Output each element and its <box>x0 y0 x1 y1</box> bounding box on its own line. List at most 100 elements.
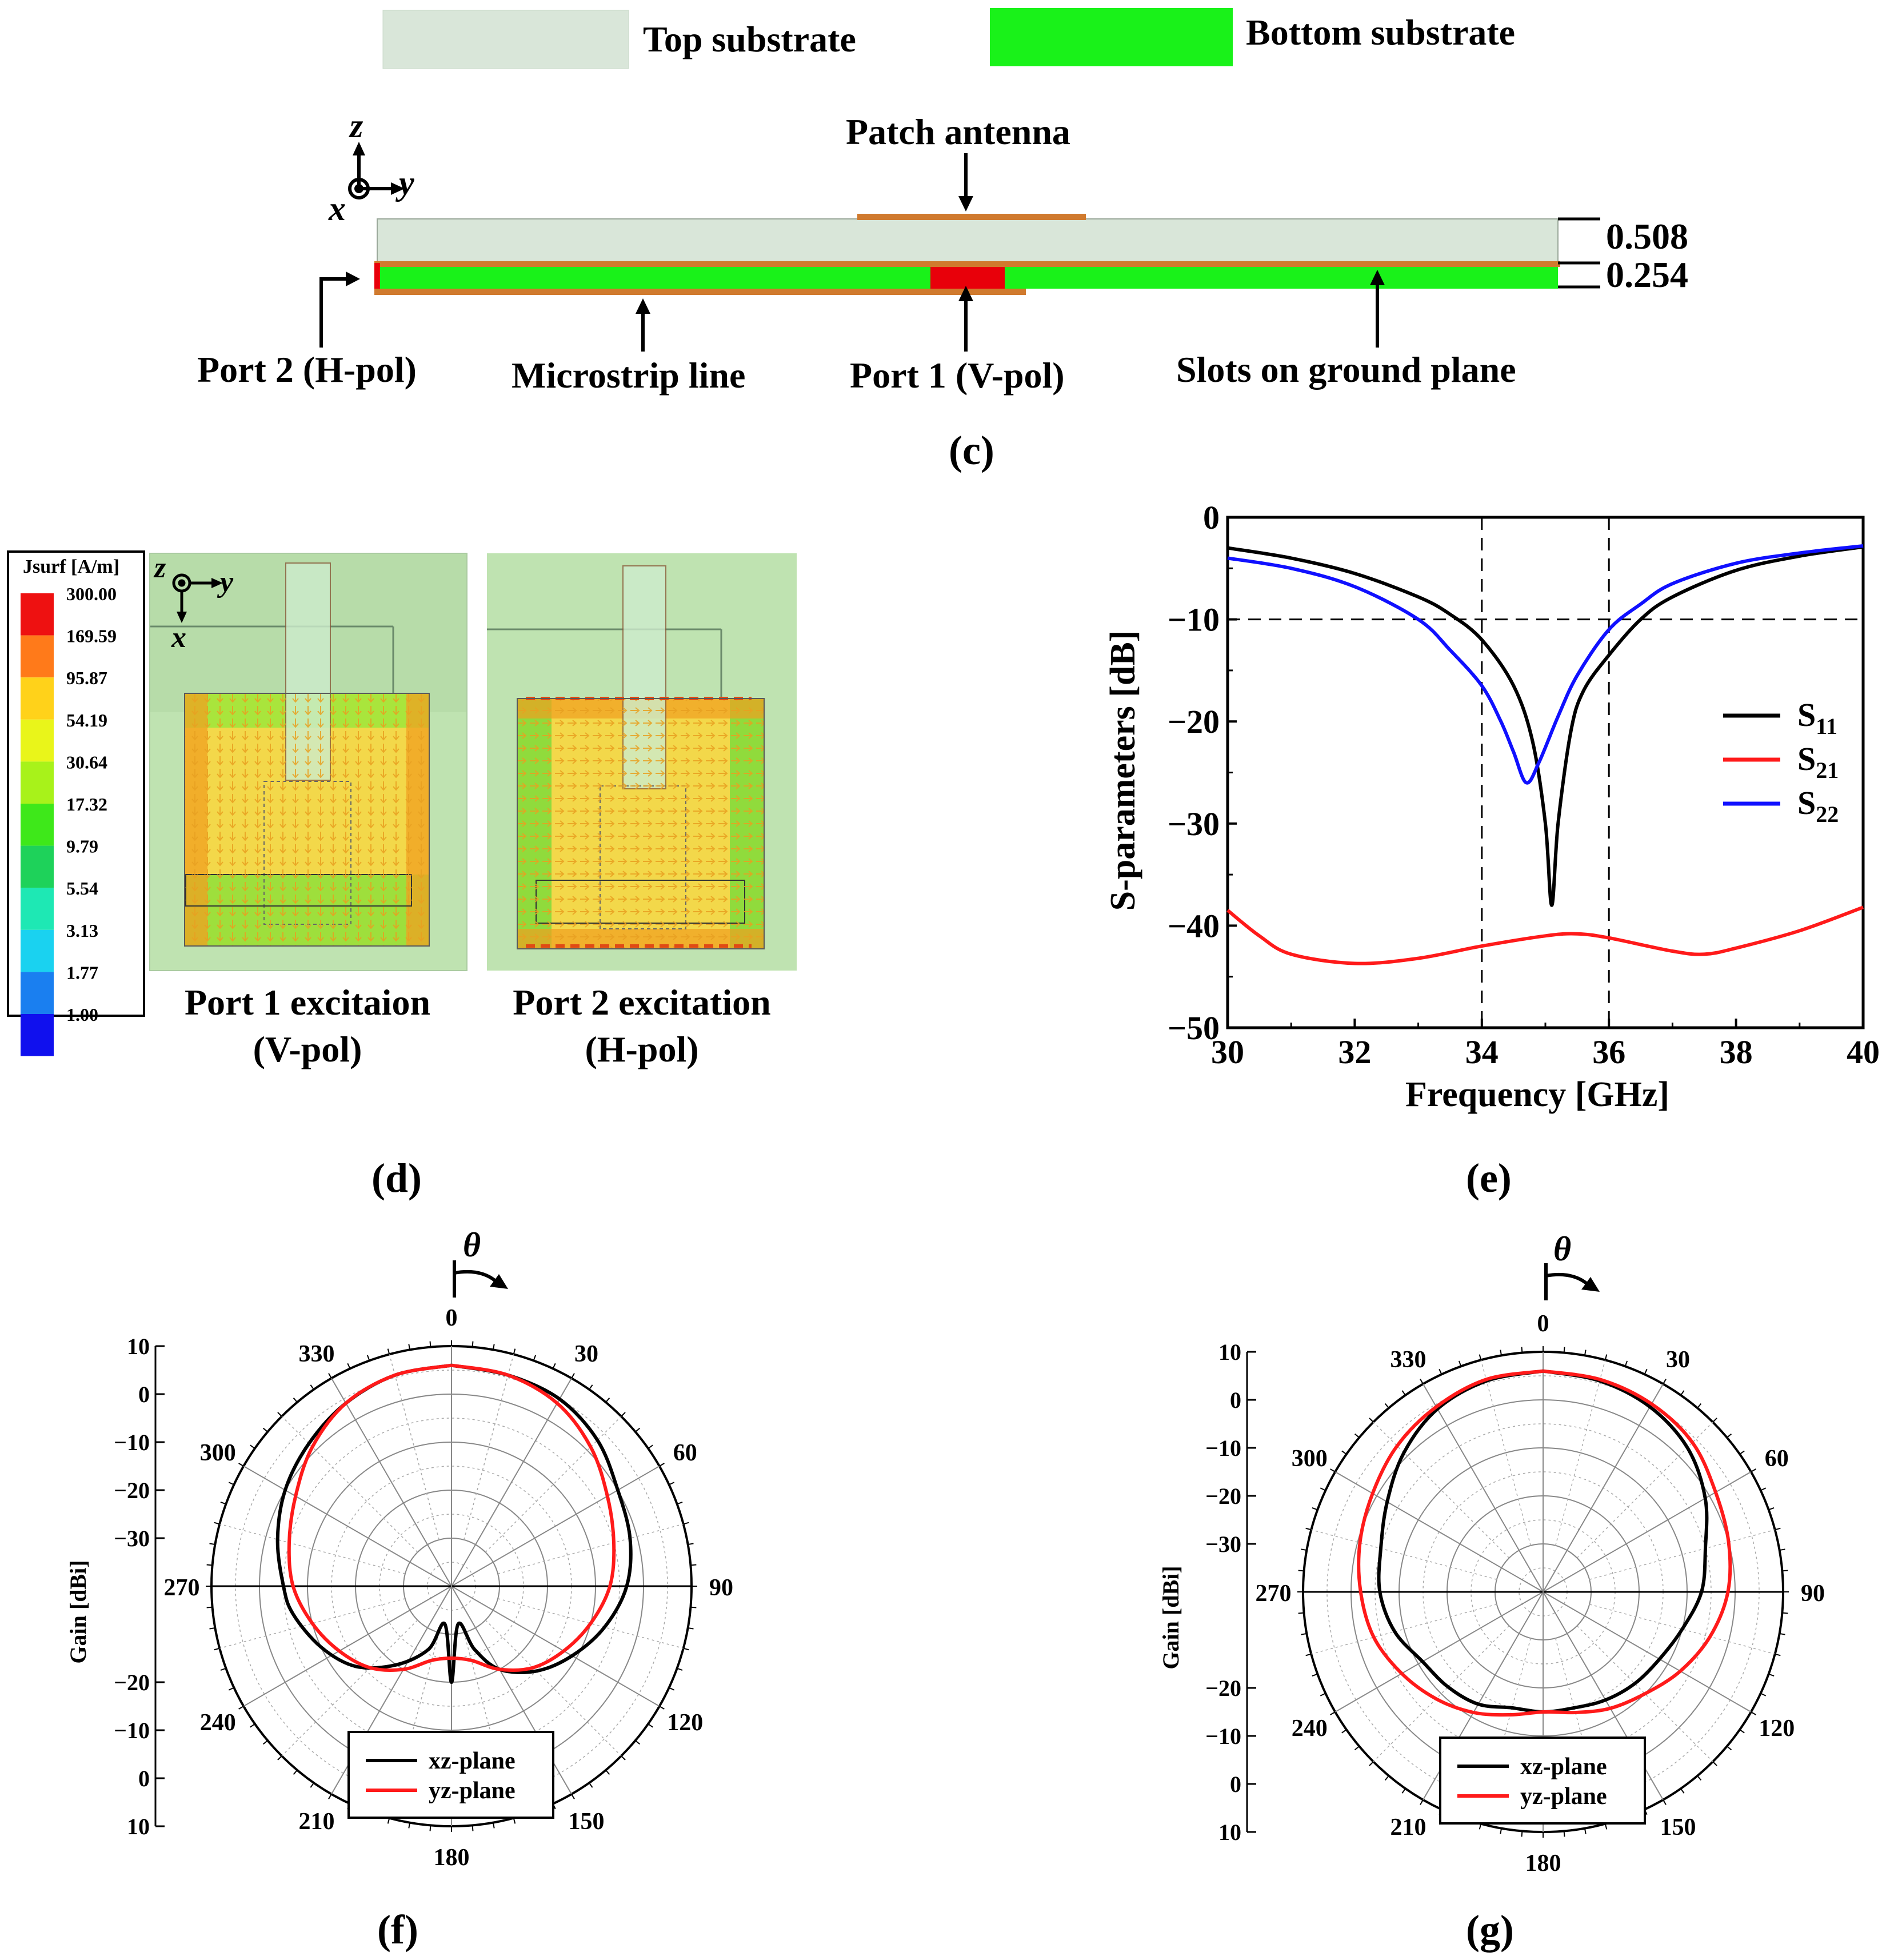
polar-legend-box <box>347 1731 554 1819</box>
colorbar-value: 9.79 <box>66 836 98 857</box>
polar-tick <box>293 1397 298 1403</box>
colorbar-value: 169.59 <box>66 626 117 646</box>
polar-tick <box>429 1825 431 1831</box>
polar-minor-spoke <box>497 1598 684 1649</box>
colorbar-value: 30.64 <box>66 752 107 772</box>
radial-tick-label: −20 <box>114 1670 150 1695</box>
angle-label: 150 <box>569 1809 605 1835</box>
annotation-arrowheads <box>346 196 1385 314</box>
polar-tick <box>1697 1775 1702 1781</box>
microstrip-label: Microstrip line <box>512 355 745 396</box>
colorbar-swatch <box>21 635 54 678</box>
polar-tick <box>492 1822 495 1829</box>
polar-tick <box>571 1794 575 1799</box>
patch-antenna-label: Patch antenna <box>846 111 1070 152</box>
polar-tick <box>1479 1823 1482 1830</box>
polar-tick <box>1420 1799 1424 1805</box>
polar-tick <box>688 1627 694 1630</box>
polar-tick <box>1779 1548 1785 1551</box>
polar-tick <box>228 1687 234 1691</box>
polar-tick <box>209 1627 215 1630</box>
polar-tick <box>648 1444 653 1449</box>
port2-caption-line1: Port 2 excitation <box>513 982 770 1023</box>
angle-label: 270 <box>1256 1580 1292 1607</box>
polar-tick <box>1341 1729 1347 1734</box>
radial-tick-label: 0 <box>1230 1771 1241 1797</box>
slots-label: Slots on ground plane <box>1176 349 1516 390</box>
dim-bottom-label: 0.254 <box>1606 254 1688 295</box>
radial-tick-label: −10 <box>1205 1435 1241 1461</box>
angle-label: 90 <box>1801 1580 1825 1607</box>
angle-label: 330 <box>299 1341 335 1367</box>
radial-tick-label: 0 <box>138 1766 150 1791</box>
colorbar-value: 3.13 <box>66 920 98 941</box>
panel-e-label: (e) <box>1466 1155 1512 1201</box>
polar-tick <box>1624 1360 1628 1367</box>
angle-label: 0 <box>1537 1311 1549 1337</box>
panel-c-stackup: z y x 0.508 0.254 <box>197 107 1688 473</box>
polar-tick <box>648 1723 653 1728</box>
polar-tick <box>228 1482 234 1486</box>
axis-x-label-c: x <box>328 190 346 227</box>
polar-tick <box>1768 1673 1775 1677</box>
angle-label: 30 <box>1666 1347 1690 1373</box>
top-substrate-layer <box>377 218 1559 262</box>
polar-tick <box>589 1782 593 1788</box>
y-tick-label: 0 <box>1203 499 1220 536</box>
polar-tick <box>429 1341 431 1347</box>
polar-tick <box>1479 1354 1482 1360</box>
s-param-xlabel: Frequency [GHz] <box>1405 1075 1669 1114</box>
colorbar-swatch <box>21 972 54 1014</box>
polar-tick <box>250 1723 255 1728</box>
polar-legend-label: yz-plane <box>429 1778 516 1804</box>
radiation-pattern-g: Gain [dBi] θ (g) 0 30 60 90 120 150 180 210 240 2… <box>1158 1230 1825 1953</box>
y-tick-label: −10 <box>1168 601 1220 638</box>
polar-tick <box>635 1740 641 1745</box>
polar-tick <box>659 1706 665 1710</box>
pattern-yz-plane <box>1357 1369 1732 1717</box>
x-tick-label: 38 <box>1720 1033 1753 1071</box>
polar-minor-spoke <box>281 1619 418 1757</box>
radial-tick-label: 10 <box>1218 1339 1241 1365</box>
angle-label: 30 <box>574 1341 598 1367</box>
polar-tick <box>1782 1612 1788 1614</box>
angle-label: 240 <box>1292 1715 1328 1742</box>
radial-tick-label: −10 <box>1205 1723 1241 1749</box>
polar-tick <box>677 1501 683 1505</box>
colorbar-swatch <box>21 929 54 972</box>
polar-spoke <box>243 1466 452 1587</box>
polar-spoke <box>1543 1471 1752 1592</box>
polar-tick <box>1320 1487 1326 1491</box>
radial-tick-label: 0 <box>1230 1387 1241 1413</box>
axis-y-label-c: y <box>395 164 414 202</box>
polar-tick <box>690 1564 697 1566</box>
polar-tick <box>635 1427 641 1432</box>
polar-tick <box>1521 1831 1523 1837</box>
panel-c-label: (c) <box>949 428 994 473</box>
polar-tick <box>214 1647 220 1651</box>
y-tick-label: −30 <box>1168 805 1220 843</box>
y-tick-label: −20 <box>1168 703 1220 740</box>
polar-minor-spoke <box>1480 1360 1531 1546</box>
pattern-yz-plane <box>287 1363 616 1672</box>
polar-tick <box>1458 1360 1462 1367</box>
polar-tick <box>1521 1347 1523 1353</box>
polar-tick <box>659 1463 665 1467</box>
polar-tick <box>1312 1507 1318 1511</box>
polar-tick <box>1301 1548 1307 1551</box>
polar-minor-spoke <box>497 1523 684 1574</box>
colorbar-swatch <box>21 719 54 762</box>
axis-x-label-d: x <box>171 621 186 654</box>
legend-label: S11 <box>1797 696 1837 739</box>
annotation-arrows <box>319 153 1379 352</box>
polar-tick <box>328 1794 332 1799</box>
polar-tick <box>669 1687 675 1691</box>
polar-spoke <box>1334 1591 1544 1712</box>
x-tick-label: 36 <box>1592 1033 1625 1071</box>
polar-tick <box>1604 1354 1608 1360</box>
polar-spoke <box>451 1586 660 1707</box>
angle-label: 330 <box>1390 1347 1427 1373</box>
polar-tick <box>1644 1368 1648 1375</box>
bottom-substrate-swatch <box>990 8 1233 66</box>
